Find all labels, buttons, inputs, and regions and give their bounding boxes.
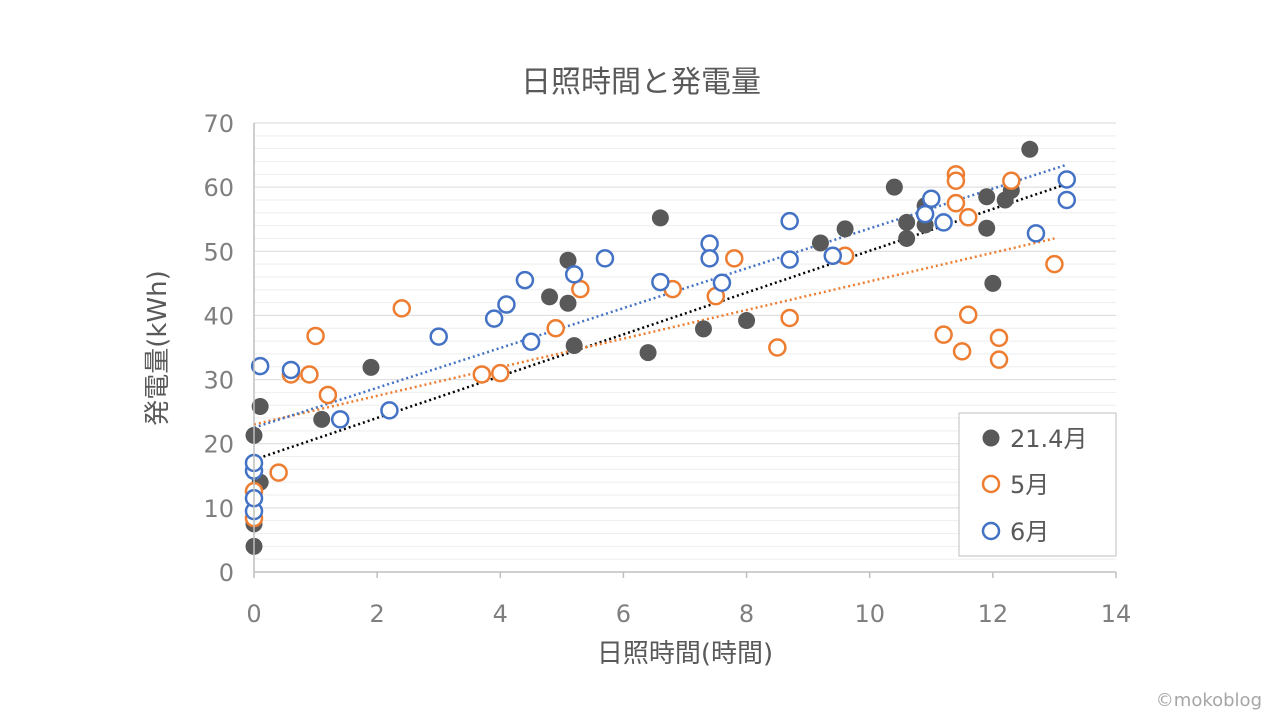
data-point-series-2 xyxy=(330,410,350,429)
data-point-series-0 xyxy=(836,220,854,238)
data-point-series-0 xyxy=(898,229,916,247)
data-point-series-0 xyxy=(639,344,657,362)
data-point-series-2 xyxy=(700,249,719,268)
trendline-series-2 xyxy=(253,163,1068,429)
y-tick-label: 30 xyxy=(203,367,234,395)
data-point-series-0 xyxy=(559,251,577,269)
data-point-series-2 xyxy=(712,273,732,292)
y-axis-title: 発電量(kWh) xyxy=(143,270,173,426)
legend-label-series-0: 21.4月 xyxy=(1010,425,1087,453)
x-axis-title: 日照時間(時間) xyxy=(597,639,773,669)
data-point-series-0 xyxy=(559,294,577,312)
data-point-series-2 xyxy=(823,246,843,266)
data-point-series-2 xyxy=(780,250,799,269)
chart-title: 日照時間と発電量 xyxy=(521,65,761,100)
data-point-series-2 xyxy=(429,327,448,346)
data-point-series-0 xyxy=(978,188,996,206)
data-point-series-2 xyxy=(564,265,584,284)
x-tick-label: 6 xyxy=(616,600,631,628)
data-point-series-2 xyxy=(651,272,670,292)
data-point-series-1 xyxy=(392,299,412,318)
data-point-series-1 xyxy=(946,193,966,213)
legend-marker-series-1 xyxy=(981,474,1001,494)
legend-label-series-2: 6月 xyxy=(1010,518,1049,546)
data-point-series-1 xyxy=(472,365,492,384)
data-point-series-0 xyxy=(694,320,712,338)
data-point-series-1 xyxy=(269,463,288,482)
data-point-series-2 xyxy=(281,360,301,380)
y-tick-label: 60 xyxy=(203,174,234,202)
data-point-series-2 xyxy=(1057,190,1076,210)
legend-marker-series-0 xyxy=(982,429,1000,447)
data-point-series-0 xyxy=(978,219,996,237)
data-point-series-1 xyxy=(946,171,966,190)
x-tick-label: 2 xyxy=(370,600,385,628)
data-point-series-2 xyxy=(250,356,270,376)
data-points xyxy=(244,140,1076,555)
data-point-series-2 xyxy=(515,270,535,290)
legend-label-series-1: 5月 xyxy=(1010,471,1049,499)
data-point-series-1 xyxy=(491,363,510,383)
data-point-series-1 xyxy=(989,350,1009,369)
trendline-series-1 xyxy=(253,237,1055,426)
legend: 21.4月 5月 6月 xyxy=(958,412,1117,557)
watermark: ©mokoblog xyxy=(1156,690,1262,711)
x-tick-label: 14 xyxy=(1101,600,1132,628)
x-tick-label: 10 xyxy=(854,600,885,628)
x-tick-label: 0 xyxy=(246,600,261,628)
x-tick-label: 12 xyxy=(978,600,1009,628)
y-tick-label: 20 xyxy=(203,431,234,459)
data-point-series-1 xyxy=(306,326,325,346)
trendlines xyxy=(253,163,1068,461)
data-point-series-2 xyxy=(484,309,504,328)
x-tick-label: 4 xyxy=(493,600,508,628)
data-point-series-1 xyxy=(952,342,972,361)
data-point-series-0 xyxy=(738,312,756,330)
data-point-series-0 xyxy=(362,358,380,376)
data-point-series-1 xyxy=(768,338,787,357)
y-tick-label: 0 xyxy=(219,559,234,587)
data-point-series-2 xyxy=(1057,170,1076,189)
data-point-series-2 xyxy=(497,295,516,314)
data-point-series-1 xyxy=(989,328,1009,348)
y-tick-label: 40 xyxy=(203,302,234,330)
data-point-series-0 xyxy=(541,288,559,306)
data-point-series-0 xyxy=(565,337,583,355)
data-point-series-1 xyxy=(725,249,744,268)
data-point-series-1 xyxy=(1045,254,1064,274)
data-point-series-1 xyxy=(958,305,978,325)
data-point-series-0 xyxy=(811,234,829,252)
data-point-series-0 xyxy=(885,178,903,196)
axes: 0 2 4 6 8 10 12 14 0 10 20 30 40 50 60 70 xyxy=(203,110,1131,628)
data-point-series-2 xyxy=(922,189,941,208)
data-point-series-0 xyxy=(313,410,331,428)
data-point-series-0 xyxy=(251,398,269,416)
data-point-series-2 xyxy=(934,213,953,232)
data-point-series-0 xyxy=(651,209,669,227)
y-tick-label: 50 xyxy=(203,238,234,266)
data-point-series-2 xyxy=(595,249,615,268)
data-point-series-0 xyxy=(898,213,916,231)
data-point-series-1 xyxy=(780,308,799,328)
legend-marker-series-2 xyxy=(981,521,1001,541)
x-tick-label: 8 xyxy=(739,600,754,628)
data-point-series-1 xyxy=(546,319,565,338)
data-point-series-2 xyxy=(780,211,799,231)
data-point-series-2 xyxy=(380,401,399,420)
data-point-series-0 xyxy=(984,274,1002,292)
y-tick-label: 70 xyxy=(203,110,234,138)
data-point-series-2 xyxy=(915,204,935,224)
data-point-series-1 xyxy=(1002,171,1021,190)
data-point-series-1 xyxy=(318,385,338,405)
y-tick-label: 10 xyxy=(203,495,234,523)
data-point-series-2 xyxy=(521,332,541,351)
data-point-series-1 xyxy=(934,325,953,344)
data-point-series-2 xyxy=(1026,224,1046,243)
data-point-series-0 xyxy=(1021,140,1039,158)
data-point-series-1 xyxy=(958,208,978,227)
data-point-series-1 xyxy=(300,365,319,384)
